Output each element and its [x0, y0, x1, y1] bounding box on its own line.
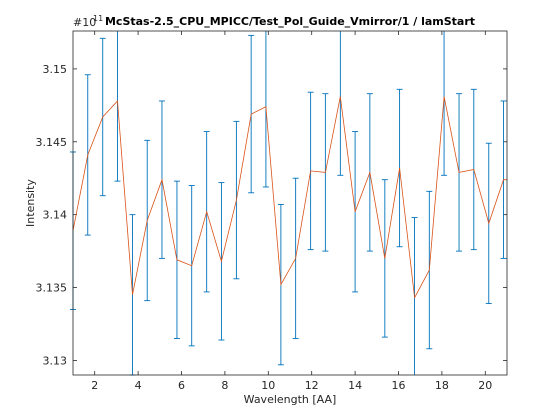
error-bar	[441, 31, 448, 176]
series-line	[72, 96, 507, 300]
y-tick-label: 3.13	[43, 354, 68, 367]
y-exponent-base: #10	[73, 16, 96, 29]
series-line-group	[72, 96, 507, 300]
x-tick-label: 8	[221, 379, 228, 392]
x-tick-label: 6	[178, 379, 185, 392]
x-axis-label: Wavelength [AA]	[244, 393, 337, 406]
y-exponent-power: 11	[93, 14, 103, 23]
x-tick-label: 12	[305, 379, 319, 392]
y-tick-label: 3.15	[43, 63, 68, 76]
error-bar	[114, 31, 121, 182]
y-axis-label: Intensity	[24, 179, 37, 227]
x-tick-label: 14	[348, 379, 362, 392]
x-tick-label: 16	[392, 379, 406, 392]
x-tick-label: 2	[91, 379, 98, 392]
axes-frame	[72, 30, 508, 376]
x-tick-label: 20	[478, 379, 492, 392]
x-tick-label: 4	[135, 379, 142, 392]
plot-area	[73, 31, 507, 375]
tick-labels: 2 4 6 8 10 12 14 16 18 20 3.13 3.135 3.14 3.145 3.15	[36, 63, 493, 392]
y-tick-label: 3.135	[36, 282, 68, 295]
chart-title: McStas-2.5_CPU_MPICC/Test_Pol_Guide_Vmir…	[105, 15, 475, 28]
x-tick-label: 10	[261, 379, 275, 392]
x-tick-label: 18	[435, 379, 449, 392]
y-tick-label: 3.145	[36, 136, 68, 149]
y-tick-label: 3.14	[43, 209, 68, 222]
error-bar	[337, 31, 344, 176]
